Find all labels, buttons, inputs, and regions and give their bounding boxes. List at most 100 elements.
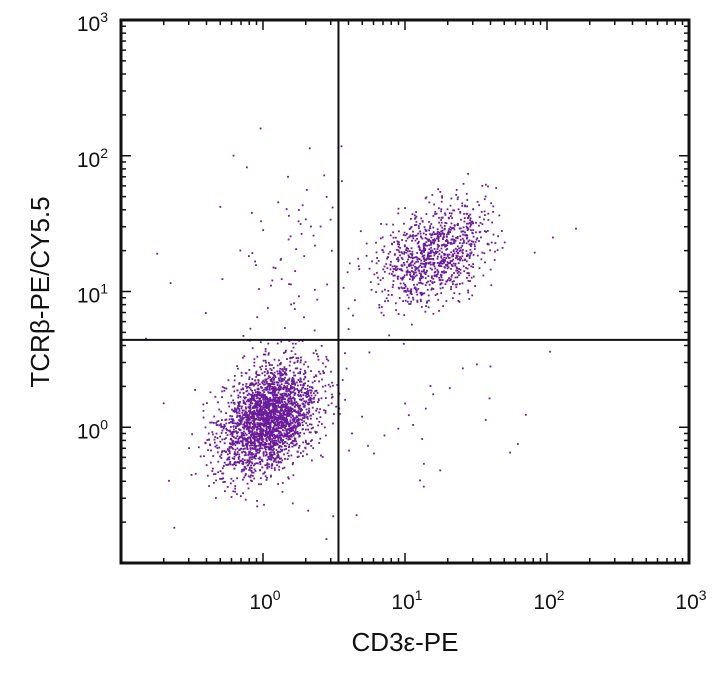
event-point <box>423 292 426 295</box>
event-point <box>238 419 240 421</box>
event-point <box>326 283 329 286</box>
event-point <box>310 401 313 404</box>
event-point <box>266 463 268 466</box>
event-point <box>324 384 327 387</box>
event-point <box>284 376 286 379</box>
event-point <box>284 410 286 413</box>
event-point <box>402 342 405 345</box>
event-point <box>261 439 264 441</box>
event-point <box>219 455 221 458</box>
event-point <box>418 240 420 243</box>
event-point <box>403 287 406 289</box>
event-point <box>250 461 253 464</box>
event-point <box>432 263 435 266</box>
axis-ticks <box>120 19 690 564</box>
event-point <box>472 229 475 231</box>
event-point <box>259 366 262 369</box>
event-point <box>294 425 297 427</box>
event-point <box>463 220 466 223</box>
event-point <box>272 443 275 446</box>
event-point <box>275 439 278 442</box>
event-point <box>302 441 305 444</box>
event-point <box>293 432 296 435</box>
event-point <box>392 223 394 226</box>
event-point <box>316 392 319 394</box>
event-point <box>409 289 412 292</box>
event-point <box>256 449 259 452</box>
event-point <box>282 411 285 414</box>
event-point <box>262 379 265 382</box>
event-point <box>418 265 420 268</box>
event-point <box>271 373 274 375</box>
event-point <box>359 230 362 233</box>
event-point <box>251 413 254 416</box>
event-point <box>273 439 276 442</box>
event-point <box>257 451 259 454</box>
event-point <box>282 429 285 432</box>
event-point <box>497 235 499 238</box>
event-point <box>290 357 293 359</box>
event-point <box>263 408 266 411</box>
event-point <box>406 246 408 249</box>
event-point <box>286 403 289 406</box>
event-point <box>303 378 305 381</box>
event-point <box>445 222 448 225</box>
event-point <box>295 381 298 384</box>
event-point <box>392 231 394 234</box>
event-point <box>286 386 288 389</box>
event-point <box>438 231 441 234</box>
event-point <box>242 450 245 453</box>
event-point <box>234 437 237 440</box>
event-point <box>252 427 255 429</box>
event-point <box>315 349 317 352</box>
event-point <box>433 203 436 206</box>
event-point <box>298 424 301 426</box>
event-point <box>399 254 401 257</box>
event-point <box>298 395 300 397</box>
event-point <box>299 368 302 371</box>
event-point <box>415 291 418 293</box>
event-point <box>403 314 406 316</box>
event-point <box>426 269 428 272</box>
event-point <box>262 428 265 431</box>
event-point <box>259 456 261 459</box>
event-point <box>271 381 274 384</box>
event-point <box>419 232 422 235</box>
event-point <box>449 226 452 229</box>
event-point <box>415 220 418 223</box>
event-point <box>278 465 281 468</box>
event-point <box>379 237 382 240</box>
event-point <box>428 283 431 286</box>
event-point <box>440 208 443 211</box>
event-point <box>292 474 295 477</box>
event-point <box>267 384 270 387</box>
event-point <box>283 411 285 414</box>
event-point <box>253 435 255 438</box>
event-point <box>304 361 307 363</box>
event-point <box>291 386 294 389</box>
event-point <box>419 230 421 233</box>
event-point <box>298 398 301 401</box>
event-point <box>490 202 492 205</box>
event-point <box>275 399 278 402</box>
event-point <box>247 421 250 424</box>
event-point <box>469 225 472 228</box>
event-point <box>264 475 267 478</box>
event-point <box>225 422 228 425</box>
event-point <box>284 409 286 411</box>
event-point <box>229 433 232 436</box>
event-point <box>231 408 233 411</box>
event-point <box>456 276 459 279</box>
event-point <box>250 435 253 438</box>
event-point <box>253 397 255 400</box>
event-point <box>278 414 280 417</box>
event-point <box>251 426 254 428</box>
event-point <box>264 429 267 432</box>
event-point <box>375 241 377 244</box>
event-point <box>432 242 435 244</box>
event-point <box>436 232 439 235</box>
event-point <box>308 401 311 404</box>
event-point <box>296 359 299 362</box>
event-point <box>268 375 270 378</box>
event-point <box>254 470 257 472</box>
